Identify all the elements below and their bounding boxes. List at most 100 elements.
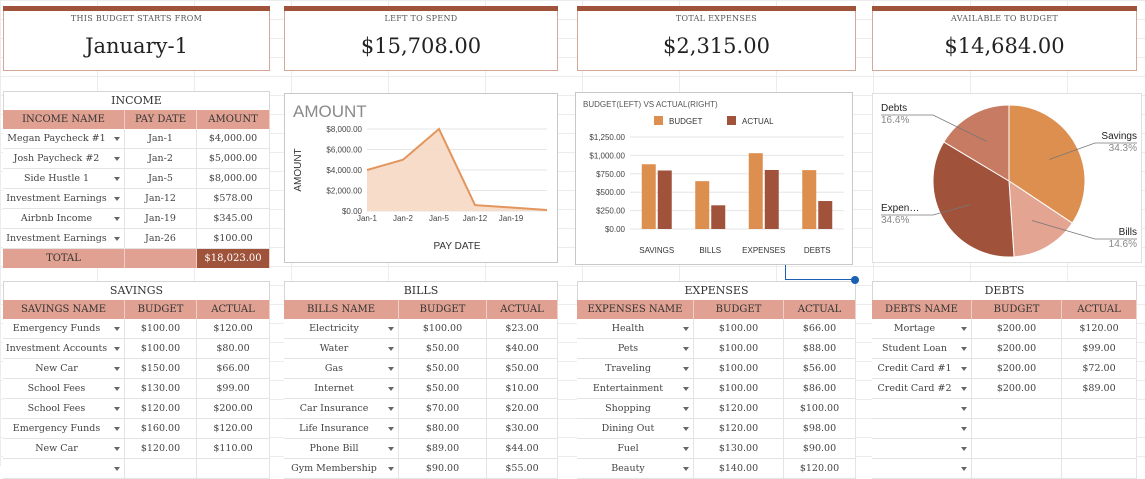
expenses-col3-cell[interactable]: $90.00 <box>784 439 856 458</box>
savings-col2-cell[interactable]: $120.00 <box>125 399 197 418</box>
expenses-name-cell[interactable]: Pets <box>577 339 694 358</box>
dropdown-arrow-icon[interactable] <box>114 137 120 141</box>
income-col3-cell[interactable]: $345.00 <box>197 209 270 228</box>
expenses-col2-cell[interactable]: $120.00 <box>694 419 784 438</box>
bills-col2-cell[interactable]: $89.00 <box>399 439 487 458</box>
available-card[interactable]: AVAILABLE TO BUDGET $14,684.00 <box>872 6 1137 71</box>
debts-name-cell[interactable] <box>872 439 972 458</box>
savings-name-cell[interactable] <box>3 459 125 478</box>
debts-name-cell[interactable] <box>872 419 972 438</box>
dropdown-arrow-icon[interactable] <box>114 447 120 451</box>
dropdown-arrow-icon[interactable] <box>388 367 394 371</box>
bills-col3-cell[interactable]: $40.00 <box>487 339 558 358</box>
income-name-cell[interactable]: Investment Earnings <box>3 189 125 208</box>
dropdown-arrow-icon[interactable] <box>683 367 689 371</box>
savings-name-cell[interactable]: School Fees <box>3 379 125 398</box>
savings-col3-cell[interactable]: $80.00 <box>197 339 270 358</box>
income-col2-cell[interactable]: Jan-2 <box>125 149 197 168</box>
dropdown-arrow-icon[interactable] <box>114 467 120 471</box>
dropdown-arrow-icon[interactable] <box>114 237 120 241</box>
expenses-col3-cell[interactable]: $100.00 <box>784 399 856 418</box>
savings-name-cell[interactable]: Investment Accounts <box>3 339 125 358</box>
expenses-col2-cell[interactable]: $120.00 <box>694 399 784 418</box>
debts-col3-cell[interactable]: $120.00 <box>1062 319 1137 338</box>
debts-name-cell[interactable]: Credit Card #1 <box>872 359 972 378</box>
savings-col2-cell[interactable]: $130.00 <box>125 379 197 398</box>
debts-col2-cell[interactable]: $200.00 <box>972 339 1062 358</box>
dropdown-arrow-icon[interactable] <box>683 347 689 351</box>
debts-col2-cell[interactable] <box>972 399 1062 418</box>
dropdown-arrow-icon[interactable] <box>114 407 120 411</box>
dropdown-arrow-icon[interactable] <box>961 467 967 471</box>
savings-col2-cell[interactable]: $120.00 <box>125 439 197 458</box>
savings-name-cell[interactable]: New Car <box>3 439 125 458</box>
income-name-cell[interactable]: Josh Paycheck #2 <box>3 149 125 168</box>
bills-col3-cell[interactable]: $23.00 <box>487 319 558 338</box>
dropdown-arrow-icon[interactable] <box>114 327 120 331</box>
savings-col3-cell[interactable]: $66.00 <box>197 359 270 378</box>
income-total-value[interactable]: $18,023.00 <box>197 249 270 268</box>
dropdown-arrow-icon[interactable] <box>683 327 689 331</box>
expenses-col2-cell[interactable]: $100.00 <box>694 339 784 358</box>
dropdown-arrow-icon[interactable] <box>114 217 120 221</box>
bills-col2-cell[interactable]: $70.00 <box>399 399 487 418</box>
expenses-name-cell[interactable]: Shopping <box>577 399 694 418</box>
bills-name-cell[interactable]: Water <box>284 339 399 358</box>
debts-col3-cell[interactable] <box>1062 459 1137 478</box>
bills-name-cell[interactable]: Gas <box>284 359 399 378</box>
bills-col2-cell[interactable]: $100.00 <box>399 319 487 338</box>
expenses-col3-cell[interactable]: $56.00 <box>784 359 856 378</box>
bills-col2-cell[interactable]: $80.00 <box>399 419 487 438</box>
category-pie-chart[interactable]: Savings 34.3% Bills 14.6% Expen… 34.6% Debts 16… <box>872 93 1142 263</box>
bills-col3-cell[interactable]: $30.00 <box>487 419 558 438</box>
savings-col3-cell[interactable]: $200.00 <box>197 399 270 418</box>
debts-col3-cell[interactable]: $72.00 <box>1062 359 1137 378</box>
resize-handle[interactable] <box>851 276 859 284</box>
dropdown-arrow-icon[interactable] <box>114 177 120 181</box>
dropdown-arrow-icon[interactable] <box>961 367 967 371</box>
expenses-col2-cell[interactable]: $140.00 <box>694 459 784 478</box>
debts-col3-cell[interactable]: $89.00 <box>1062 379 1137 398</box>
left-to-spend-card[interactable]: LEFT TO SPEND $15,708.00 <box>284 6 558 71</box>
dropdown-arrow-icon[interactable] <box>961 347 967 351</box>
debts-name-cell[interactable]: Mortage <box>872 319 972 338</box>
dropdown-arrow-icon[interactable] <box>114 157 120 161</box>
expenses-name-cell[interactable]: Traveling <box>577 359 694 378</box>
income-col3-cell[interactable]: $578.00 <box>197 189 270 208</box>
expenses-name-cell[interactable]: Fuel <box>577 439 694 458</box>
income-name-cell[interactable]: Investment Earnings <box>3 229 125 248</box>
income-name-cell[interactable]: Megan Paycheck #1 <box>3 129 125 148</box>
debts-col3-cell[interactable]: $99.00 <box>1062 339 1137 358</box>
amount-chart[interactable]: AMOUNT AMOUNT $0.00 $2,000.00 $4,000.00 $6,00… <box>284 93 558 263</box>
savings-name-cell[interactable]: Emergency Funds <box>3 419 125 438</box>
bills-name-cell[interactable]: Internet <box>284 379 399 398</box>
bills-col2-cell[interactable]: $90.00 <box>399 459 487 478</box>
debts-name-cell[interactable]: Credit Card #2 <box>872 379 972 398</box>
income-col2-cell[interactable]: Jan-19 <box>125 209 197 228</box>
expenses-name-cell[interactable]: Dining Out <box>577 419 694 438</box>
dropdown-arrow-icon[interactable] <box>114 347 120 351</box>
bills-name-cell[interactable]: Electricity <box>284 319 399 338</box>
bills-name-cell[interactable]: Phone Bill <box>284 439 399 458</box>
income-name-cell[interactable]: Airbnb Income <box>3 209 125 228</box>
bills-col3-cell[interactable]: $55.00 <box>487 459 558 478</box>
income-col2-cell[interactable]: Jan-1 <box>125 129 197 148</box>
total-expenses-value[interactable]: $2,315.00 <box>663 34 770 58</box>
bills-col3-cell[interactable]: $44.00 <box>487 439 558 458</box>
savings-col2-cell[interactable]: $100.00 <box>125 319 197 338</box>
debts-name-cell[interactable] <box>872 459 972 478</box>
savings-col2-cell[interactable]: $160.00 <box>125 419 197 438</box>
income-col3-cell[interactable]: $4,000.00 <box>197 129 270 148</box>
budget-start-card[interactable]: THIS BUDGET STARTS FROM January-1 <box>3 6 270 71</box>
total-expenses-card[interactable]: TOTAL EXPENSES $2,315.00 <box>577 6 856 71</box>
savings-col2-cell[interactable] <box>125 459 197 478</box>
dropdown-arrow-icon[interactable] <box>961 387 967 391</box>
expenses-name-cell[interactable]: Entertainment <box>577 379 694 398</box>
debts-name-cell[interactable]: Student Loan <box>872 339 972 358</box>
bills-col2-cell[interactable]: $50.00 <box>399 339 487 358</box>
debts-col2-cell[interactable] <box>972 459 1062 478</box>
debts-col3-cell[interactable] <box>1062 439 1137 458</box>
income-col3-cell[interactable]: $5,000.00 <box>197 149 270 168</box>
dropdown-arrow-icon[interactable] <box>388 407 394 411</box>
bills-col2-cell[interactable]: $50.00 <box>399 379 487 398</box>
